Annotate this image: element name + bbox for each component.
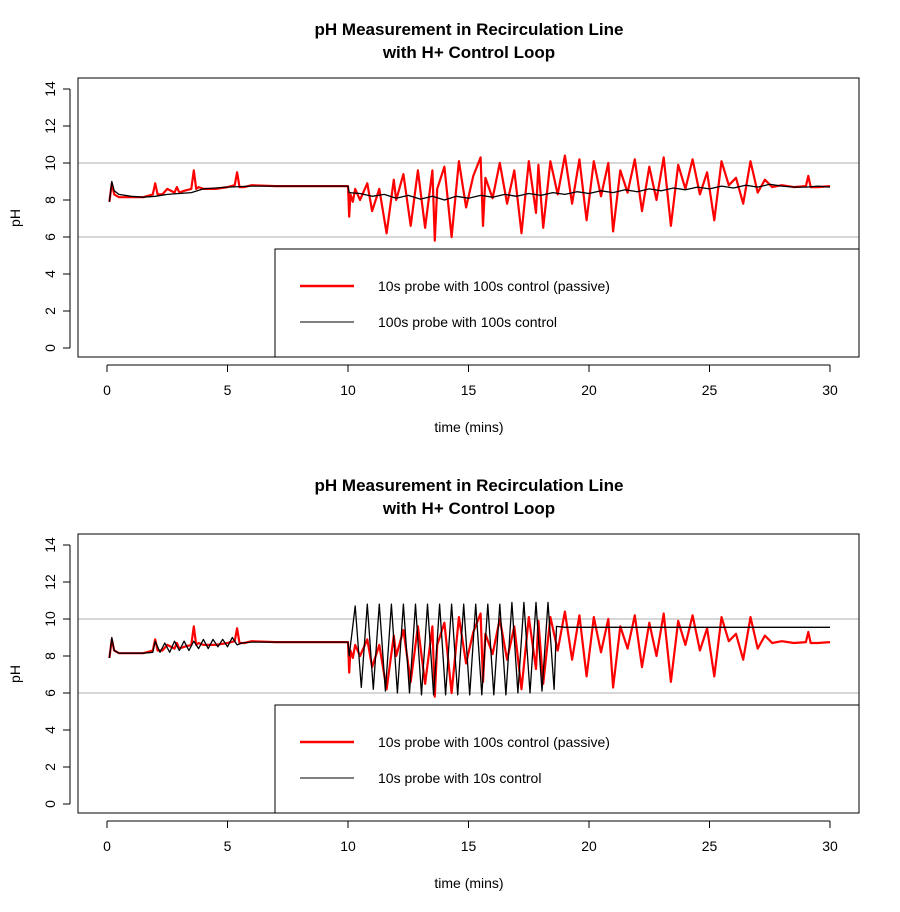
chart-1-y-tick-label-6: 6 bbox=[42, 233, 58, 241]
chart-1-y-tick-label-14: 14 bbox=[42, 81, 58, 97]
chart-2-series-2-line bbox=[108, 601, 830, 696]
chart-2-title: pH Measurement in Recirculation Line bbox=[315, 476, 624, 495]
chart-1-legend: 10s probe with 100s control (passive) 10… bbox=[274, 248, 860, 358]
chart-2-y-tick-label-4: 4 bbox=[42, 726, 58, 734]
chart-2-legend-label-2: 10s probe with 10s control bbox=[378, 770, 541, 786]
chart-1-x-tick-label-0: 0 bbox=[103, 382, 111, 398]
chart-1-y-tick-label-0: 0 bbox=[42, 344, 58, 352]
chart-2-x-tick-label-30: 30 bbox=[822, 838, 838, 854]
chart-1-series-1-line bbox=[108, 154, 831, 242]
chart-1-y-tick-label-12: 12 bbox=[42, 118, 58, 134]
chart-2-x-tick-label-5: 5 bbox=[224, 838, 232, 854]
chart-2-series-1-line bbox=[108, 610, 831, 698]
chart-1-x-tick-label-10: 10 bbox=[340, 382, 356, 398]
chart-1-x-tick-label-15: 15 bbox=[461, 382, 477, 398]
chart-panel-1: pH Measurement in Recirculation Line wit… bbox=[7, 20, 860, 435]
chart-1-x-tick-label-25: 25 bbox=[702, 382, 718, 398]
chart-2-y-tick-label-0: 0 bbox=[42, 800, 58, 808]
chart-2-y-tick-label-10: 10 bbox=[42, 611, 58, 627]
chart-2-x-axis-label: time (mins) bbox=[434, 875, 503, 891]
chart-1-x-axis: 0 5 10 15 20 25 30 bbox=[103, 364, 838, 398]
chart-1-series-2-line bbox=[108, 180, 831, 202]
chart-2-subtitle: with H+ Control Loop bbox=[382, 499, 555, 518]
chart-1-title: pH Measurement in Recirculation Line bbox=[315, 20, 624, 39]
chart-2-x-tick-label-15: 15 bbox=[461, 838, 477, 854]
chart-1-y-tick-label-2: 2 bbox=[42, 307, 58, 315]
chart-1-legend-box bbox=[274, 248, 860, 358]
chart-2-y-tick-label-8: 8 bbox=[42, 652, 58, 660]
chart-2-x-tick-label-10: 10 bbox=[340, 838, 356, 854]
chart-1-legend-label-2: 100s probe with 100s control bbox=[378, 314, 557, 330]
chart-2-y-tick-label-12: 12 bbox=[42, 574, 58, 590]
chart-1-x-tick-label-5: 5 bbox=[224, 382, 232, 398]
chart-1-y-tick-label-10: 10 bbox=[42, 155, 58, 171]
chart-1-y-tick-label-8: 8 bbox=[42, 196, 58, 204]
chart-2-legend: 10s probe with 100s control (passive) 10… bbox=[274, 704, 860, 814]
chart-panel-2: pH Measurement in Recirculation Line wit… bbox=[7, 476, 860, 891]
chart-2-x-axis: 0 5 10 15 20 25 30 bbox=[103, 820, 838, 854]
chart-2-y-axis: 0 2 4 6 8 10 12 14 bbox=[42, 537, 71, 808]
chart-2-legend-label-1: 10s probe with 100s control (passive) bbox=[378, 734, 610, 750]
chart-1-x-tick-label-30: 30 bbox=[822, 382, 838, 398]
chart-2-x-tick-label-20: 20 bbox=[581, 838, 597, 854]
chart-1-legend-label-1: 10s probe with 100s control (passive) bbox=[378, 278, 610, 294]
chart-1-x-axis-label: time (mins) bbox=[434, 419, 503, 435]
chart-1-y-tick-label-4: 4 bbox=[42, 270, 58, 278]
chart-2-y-tick-label-14: 14 bbox=[42, 537, 58, 553]
chart-2-y-axis-label: pH bbox=[7, 665, 23, 683]
chart-1-y-axis: 0 2 4 6 8 10 12 14 bbox=[42, 81, 71, 352]
chart-2-x-tick-label-25: 25 bbox=[702, 838, 718, 854]
chart-1-subtitle: with H+ Control Loop bbox=[382, 43, 555, 62]
chart-1-y-axis-label: pH bbox=[7, 209, 23, 227]
chart-2-x-tick-label-0: 0 bbox=[103, 838, 111, 854]
chart-1-x-tick-label-20: 20 bbox=[581, 382, 597, 398]
chart-2-legend-box bbox=[274, 704, 860, 814]
chart-2-y-tick-label-6: 6 bbox=[42, 689, 58, 697]
chart-2-y-tick-label-2: 2 bbox=[42, 763, 58, 771]
